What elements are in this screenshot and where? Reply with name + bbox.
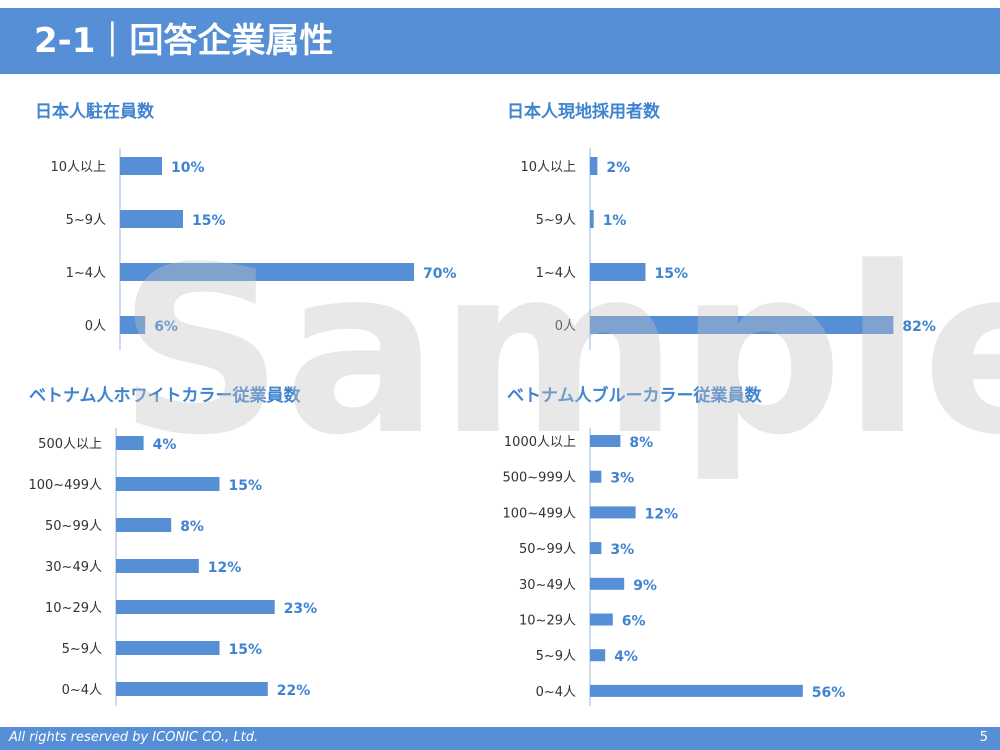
- chart-title-vietnamese-white-collar: ベトナム人ホワイトカラー従業員数: [29, 386, 301, 406]
- category-label: 30~49人: [45, 560, 102, 575]
- category-label: 5~9人: [66, 213, 106, 228]
- category-label: 100~499人: [28, 478, 102, 493]
- data-label: 70%: [423, 266, 457, 282]
- bar: [590, 577, 625, 590]
- bar: [116, 641, 220, 655]
- category-label: 50~99人: [519, 542, 576, 557]
- category-label: 100~499人: [502, 506, 576, 521]
- bar: [120, 316, 146, 334]
- category-label: 10~29人: [45, 601, 102, 616]
- data-label: 15%: [229, 642, 263, 658]
- data-label: 3%: [610, 471, 634, 487]
- bar: [116, 559, 199, 573]
- page-title: 2-1｜回答企業属性: [34, 21, 334, 61]
- data-label: 6%: [154, 319, 178, 335]
- bar: [590, 684, 803, 697]
- bar: [590, 435, 621, 447]
- data-label: 6%: [622, 614, 646, 630]
- bar: [590, 263, 646, 281]
- category-label: 5~9人: [536, 213, 576, 228]
- data-label: 10%: [171, 160, 205, 176]
- data-label: 8%: [180, 519, 204, 535]
- data-label: 12%: [645, 506, 679, 522]
- page-number: 5: [979, 730, 988, 745]
- category-label: 0人: [85, 319, 106, 334]
- category-label: 0人: [555, 319, 576, 334]
- category-label: 10~29人: [519, 614, 576, 629]
- data-label: 15%: [229, 478, 263, 494]
- data-label: 4%: [153, 437, 177, 453]
- category-label: 10人以上: [50, 160, 106, 175]
- chart-title-japanese-expat: 日本人駐在員数: [35, 102, 154, 122]
- chart-title-japanese-local-hire: 日本人現地採用者数: [507, 102, 660, 122]
- data-label: 9%: [633, 578, 657, 594]
- bar: [590, 613, 613, 626]
- data-label: 15%: [655, 266, 689, 282]
- category-label: 5~9人: [536, 649, 576, 664]
- data-label: 12%: [208, 560, 242, 576]
- bar: [116, 600, 275, 614]
- data-label: 2%: [606, 160, 630, 176]
- bar: [116, 518, 172, 532]
- category-label: 30~49人: [519, 578, 576, 593]
- data-label: 82%: [902, 319, 936, 335]
- data-label: 22%: [277, 683, 311, 699]
- category-label: 1000人以上: [504, 435, 576, 450]
- bar: [590, 649, 606, 662]
- data-label: 4%: [614, 649, 638, 665]
- bar: [116, 682, 268, 696]
- data-label: 8%: [629, 435, 653, 451]
- bar: [590, 210, 594, 228]
- bar: [120, 210, 183, 228]
- footer-bar: All rights reserved by ICONIC CO., Ltd. …: [0, 727, 1000, 750]
- category-label: 5~9人: [62, 642, 102, 657]
- bar: [120, 157, 162, 175]
- category-label: 1~4人: [66, 266, 106, 281]
- bar: [120, 263, 414, 281]
- category-label: 1~4人: [536, 266, 576, 281]
- category-label: 10人以上: [520, 160, 576, 175]
- category-label: 500~999人: [502, 471, 576, 486]
- data-label: 56%: [812, 685, 846, 701]
- category-label: 0~4人: [62, 683, 102, 698]
- bar: [590, 470, 602, 483]
- data-label: 23%: [284, 601, 318, 617]
- category-label: 500人以上: [38, 437, 102, 452]
- chart-title-vietnamese-blue-collar: ベトナム人ブルーカラー従業員数: [507, 386, 762, 406]
- data-label: 15%: [192, 213, 226, 229]
- bar: [116, 436, 144, 450]
- bar: [590, 316, 894, 334]
- bar: [590, 542, 602, 555]
- category-label: 0~4人: [536, 685, 576, 700]
- header-bar: 2-1｜回答企業属性: [0, 8, 1000, 74]
- data-label: 3%: [610, 542, 634, 558]
- bar: [590, 157, 598, 175]
- bar: [590, 506, 636, 519]
- bar: [116, 477, 220, 491]
- category-label: 50~99人: [45, 519, 102, 534]
- data-label: 1%: [603, 213, 627, 229]
- footer-copyright: All rights reserved by ICONIC CO., Ltd.: [9, 730, 259, 745]
